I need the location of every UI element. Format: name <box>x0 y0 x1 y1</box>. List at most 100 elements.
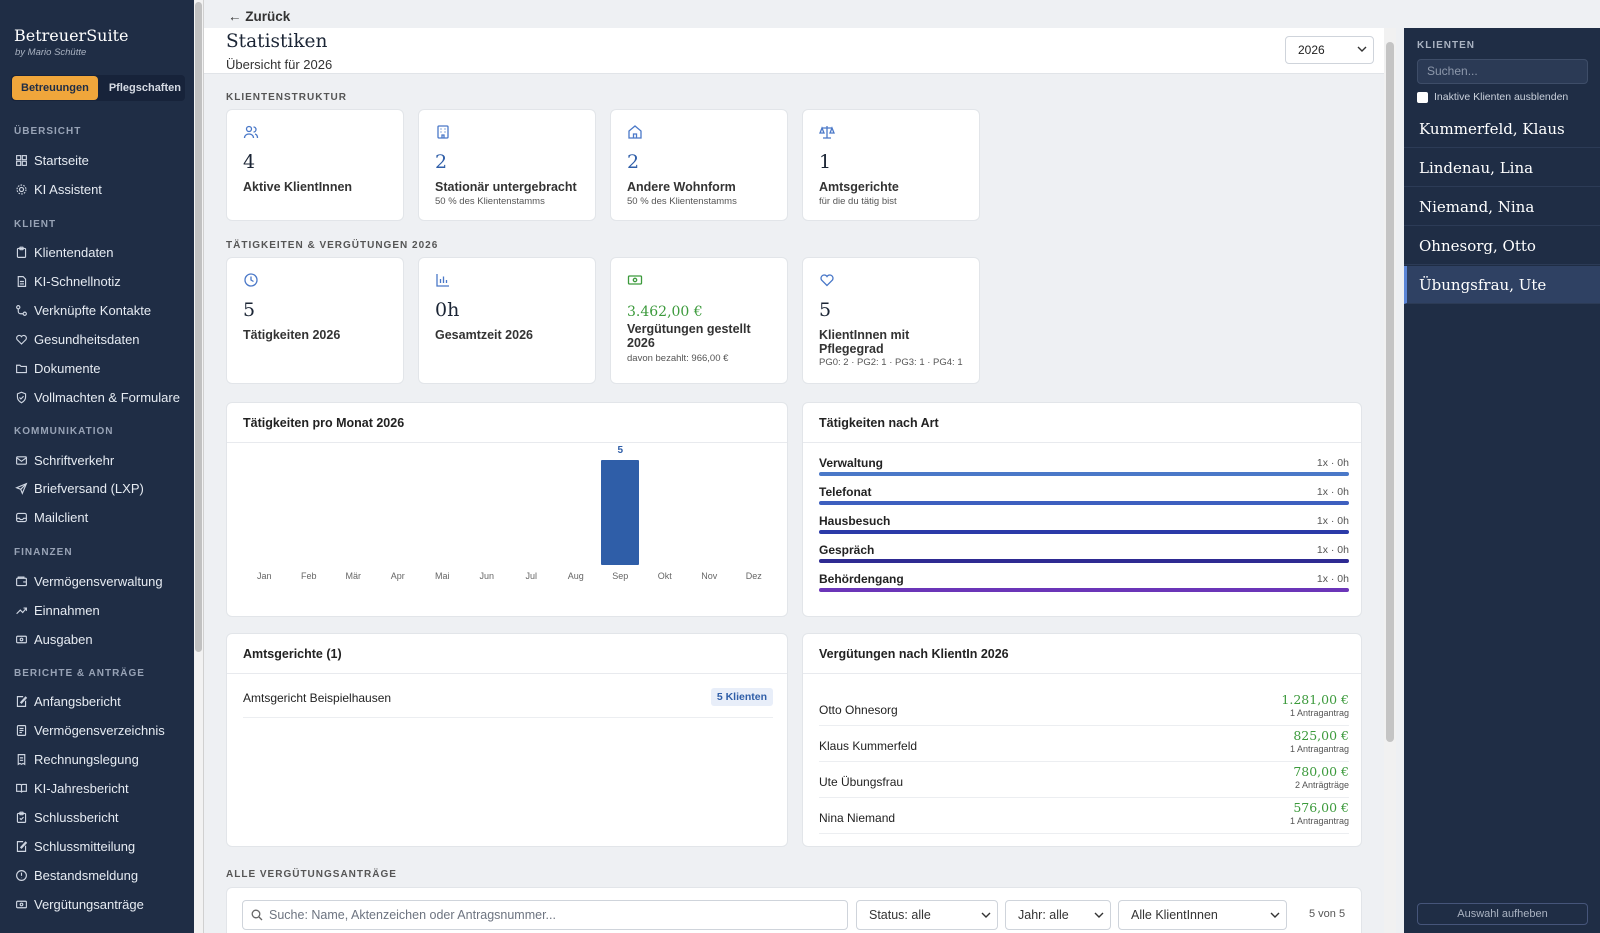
art-row-gespraech: Gespräch 1x · 0h <box>819 543 1349 565</box>
inactive-toggle[interactable]: Inaktive Klienten ausblenden <box>1417 91 1568 103</box>
section-uebersicht: ÜBERSICHT <box>14 126 82 137</box>
art-value: 1x · 0h <box>1316 544 1349 556</box>
main-scrollbar[interactable] <box>1384 28 1396 933</box>
chart-title: Tätigkeiten pro Monat 2026 <box>227 403 787 443</box>
verg-amount: 825,00 € <box>1293 728 1349 743</box>
sidebar-item-einnahmen[interactable]: Einnahmen <box>15 599 187 621</box>
stat-label: Vergütungen gestellt 2026 <box>627 322 751 350</box>
sidebar-item-label: Bestandsmeldung <box>34 867 139 883</box>
sidebar-item-schlussbericht[interactable]: Schlussbericht <box>15 806 187 828</box>
sidebar-item-kontakte[interactable]: Verknüpfte Kontakte <box>15 299 187 321</box>
x-tick-label: Aug <box>567 571 584 581</box>
page-header: Statistiken Übersicht für 2026 2026 <box>204 28 1396 74</box>
clear-selection-button[interactable]: Auswahl aufheben <box>1417 903 1588 925</box>
verg-count: 1 Antragantrag <box>1289 816 1349 826</box>
client-item[interactable]: Kummerfeld, Klaus <box>1404 110 1600 148</box>
sidebar-item-dokumente[interactable]: Dokumente <box>15 357 187 379</box>
sidebar-item-vollmachten[interactable]: Vollmachten & Formulare <box>15 386 187 408</box>
gericht-row[interactable]: Amtsgericht Beispielhausen 5 Klienten <box>243 688 773 718</box>
sidebar-item-verguetungsantraege[interactable]: Vergütungsanträge <box>15 893 187 915</box>
stat-card-gesamtzeit: 0h Gesamtzeit 2026 <box>418 257 596 384</box>
sidebar-item-label: KI-Jahresbericht <box>34 780 129 796</box>
klient-select[interactable]: Alle KlientInnen <box>1118 900 1287 930</box>
stat-detail: PG0: 2 · PG2: 1 · PG3: 1 · PG4: 1 <box>819 357 963 368</box>
section-berichte: BERICHTE & ANTRÄGE <box>14 668 145 679</box>
client-item[interactable]: Niemand, Nina <box>1404 188 1600 226</box>
verg-name: Ute Übungsfrau <box>819 775 904 789</box>
stat-value: 4 <box>243 151 256 173</box>
stat-value: 3.462,00 € <box>627 304 703 320</box>
home-icon <box>628 125 642 139</box>
sidebar-item-schriftverkehr[interactable]: Schriftverkehr <box>15 449 187 471</box>
edit-document-icon <box>16 695 28 707</box>
sidebar-item-label: Dokumente <box>34 360 101 376</box>
sidebar-scroll-thumb[interactable] <box>195 2 202 652</box>
client-search-input[interactable]: Suchen... <box>1417 59 1588 84</box>
sidebar-item-label: KI-Schnellnotiz <box>34 273 121 289</box>
stat-detail: 50 % des Klientenstamms <box>627 196 737 207</box>
cash-icon <box>627 275 643 285</box>
sidebar-item-ki-schnellnotiz[interactable]: KI-Schnellnotiz <box>15 270 187 292</box>
year-select[interactable]: 2026 <box>1285 36 1374 64</box>
sidebar-item-startseite[interactable]: Startseite <box>15 149 187 171</box>
stat-detail: 50 % des Klientenstamms <box>435 196 545 207</box>
checkbox[interactable] <box>1417 91 1428 103</box>
stat-value: 0h <box>435 299 460 321</box>
sidebar-item-schlussmitteilung[interactable]: Schlussmitteilung <box>15 835 187 857</box>
stat-label: Stationär untergebracht <box>435 180 577 194</box>
scale-icon <box>819 126 835 139</box>
verg-name: Nina Niemand <box>819 811 896 825</box>
search-placeholder: Suche: Name, Aktenzeichen oder Antragsnu… <box>269 908 556 922</box>
trending-up-icon <box>16 606 27 614</box>
bar-chart-icon <box>436 274 449 287</box>
sidebar-item-ausgaben[interactable]: Ausgaben <box>15 628 187 650</box>
x-tick-label: Nov <box>701 571 718 581</box>
x-tick-label: Feb <box>300 571 317 581</box>
sidebar-item-mailclient[interactable]: Mailclient <box>15 506 187 528</box>
sidebar-item-label: Schlussmitteilung <box>34 838 136 854</box>
jahr-select[interactable]: Jahr: alle <box>1005 900 1111 930</box>
mode-tabs: Betreuungen Pflegschaften <box>11 75 185 101</box>
building-icon <box>437 125 449 139</box>
year-select-value: 2026 <box>1298 43 1325 57</box>
sidebar-item-vermoegensverzeichnis[interactable]: Vermögensverzeichnis <box>15 719 187 741</box>
status-select[interactable]: Status: alle <box>856 900 998 930</box>
back-link[interactable]: ← Zurück <box>228 9 291 24</box>
antraege-search-input[interactable]: Suche: Name, Aktenzeichen oder Antragsnu… <box>242 900 848 930</box>
sidebar-item-label: Einnahmen <box>34 602 100 618</box>
verg-amount: 780,00 € <box>1293 764 1349 779</box>
art-bar <box>819 559 1349 563</box>
sidebar-item-label: Vermögensverzeichnis <box>34 722 165 738</box>
cash-icon <box>16 900 27 908</box>
client-panel-inner: KLIENTEN Suchen... Inaktive Klienten aus… <box>1404 28 1600 933</box>
document-icon <box>17 275 27 287</box>
sidebar-item-rechnungslegung[interactable]: Rechnungslegung <box>15 748 187 770</box>
sidebar-item-ki-assistent[interactable]: KI Assistent <box>15 178 187 200</box>
sidebar-item-ki-jahresbericht[interactable]: KI-Jahresbericht <box>15 777 187 799</box>
art-value: 1x · 0h <box>1316 486 1349 498</box>
sidebar-scrollbar[interactable] <box>194 0 204 933</box>
tab-betreuungen[interactable]: Betreuungen <box>12 76 98 100</box>
sidebar-item-gesundheit[interactable]: Gesundheitsdaten <box>15 328 187 350</box>
sidebar-item-briefversand[interactable]: Briefversand (LXP) <box>15 477 187 499</box>
sidebar-item-label: Klientendaten <box>34 244 114 260</box>
page-subtitle: Übersicht für 2026 <box>226 57 333 72</box>
art-row-behoerdengang: Behördengang 1x · 0h <box>819 572 1349 594</box>
sidebar-item-klientendaten[interactable]: Klientendaten <box>15 241 187 263</box>
folder-icon <box>16 364 27 373</box>
brand-title: BetreuerSuite <box>14 26 129 45</box>
stat-value: 5 <box>243 299 256 321</box>
stat-label: Andere Wohnform <box>627 180 736 194</box>
client-item-selected[interactable]: Übungsfrau, Ute <box>1404 266 1600 304</box>
x-tick-label: Jun <box>479 571 494 581</box>
art-row-telefonat: Telefonat 1x · 0h <box>819 485 1349 507</box>
sidebar-item-bestandsmeldung[interactable]: Bestandsmeldung <box>15 864 187 886</box>
client-panel-title: KLIENTEN <box>1417 40 1475 51</box>
tab-pflegschaften[interactable]: Pflegschaften <box>108 82 181 94</box>
stat-value: 2 <box>627 151 640 173</box>
sidebar-item-vermoegensverwaltung[interactable]: Vermögensverwaltung <box>15 570 187 592</box>
client-item[interactable]: Lindenau, Lina <box>1404 149 1600 187</box>
client-item[interactable]: Ohnesorg, Otto <box>1404 227 1600 265</box>
sidebar-item-anfangsbericht[interactable]: Anfangsbericht <box>15 690 187 712</box>
main-scroll-thumb[interactable] <box>1386 42 1394 742</box>
